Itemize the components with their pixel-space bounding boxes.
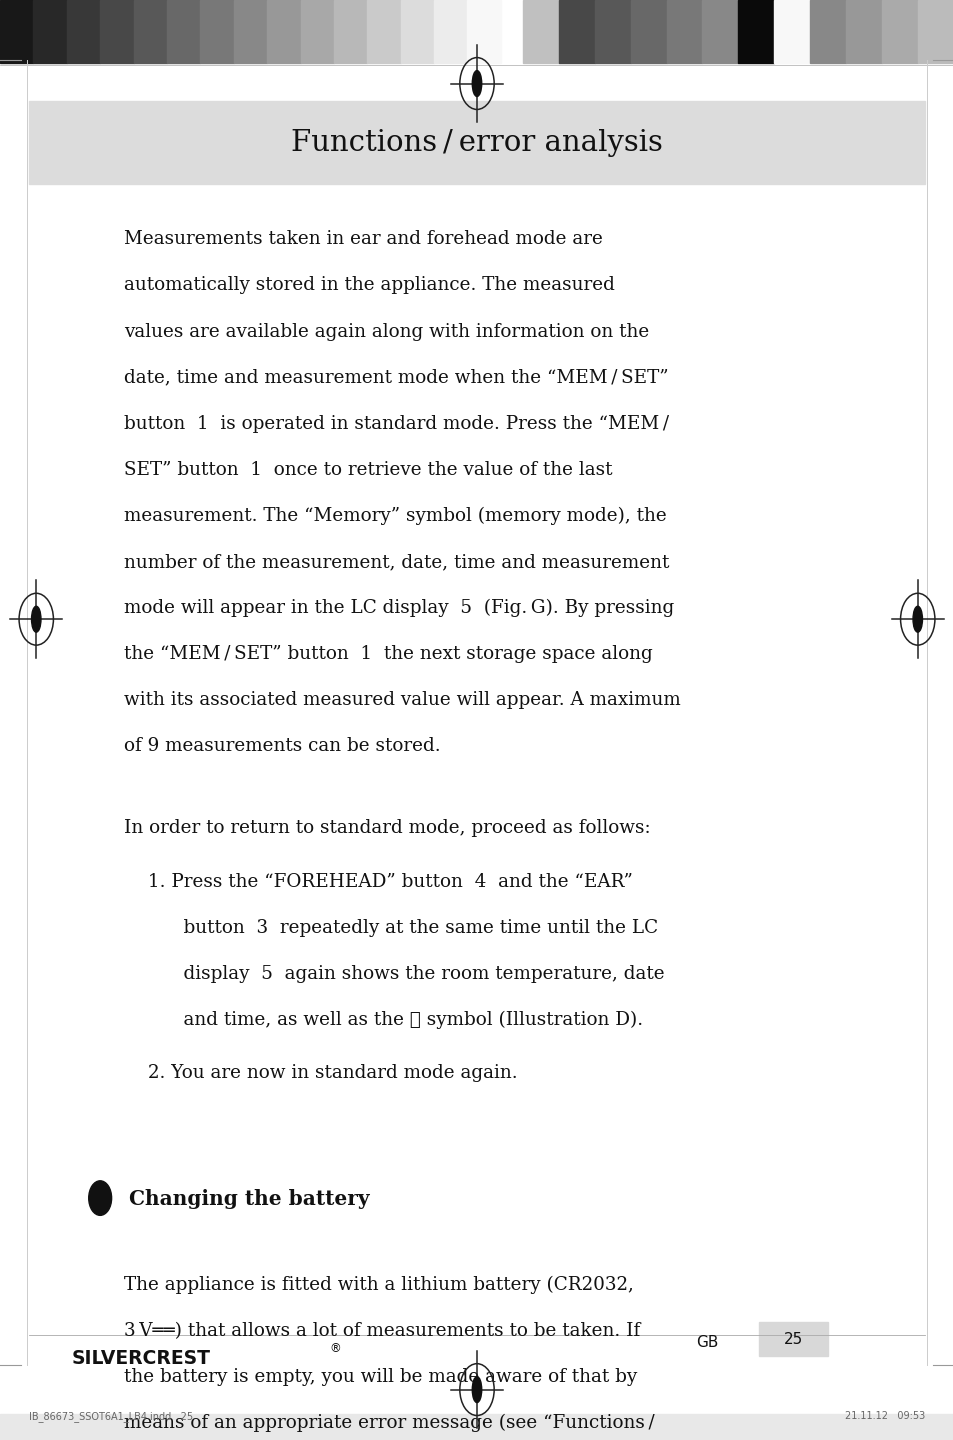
Bar <box>759 1322 827 1356</box>
Text: The appliance is fitted with a lithium battery (CR2032,: The appliance is fitted with a lithium b… <box>124 1276 633 1295</box>
Text: 1. Press the “FOREHEAD” button  4  and the “EAR”: 1. Press the “FOREHEAD” button 4 and the… <box>148 873 632 890</box>
Bar <box>334 0 367 62</box>
Text: display  5  again shows the room temperature, date: display 5 again shows the room temperatu… <box>160 965 664 984</box>
Text: In order to return to standard mode, proceed as follows:: In order to return to standard mode, pro… <box>124 819 650 838</box>
Text: 3 V══) that allows a lot of measurements to be taken. If: 3 V══) that allows a lot of measurements… <box>124 1322 639 1341</box>
Bar <box>29 101 924 184</box>
Text: of 9 measurements can be stored.: of 9 measurements can be stored. <box>124 737 440 755</box>
Bar <box>522 0 558 62</box>
Text: 21.11.12   09:53: 21.11.12 09:53 <box>844 1411 924 1421</box>
Bar <box>67 0 100 62</box>
Ellipse shape <box>31 606 41 632</box>
Bar <box>809 0 845 62</box>
Ellipse shape <box>472 1377 481 1403</box>
Bar <box>267 0 300 62</box>
Text: button  3  repeatedly at the same time until the LC: button 3 repeatedly at the same time unt… <box>160 919 658 937</box>
Text: the battery is empty, you will be made aware of that by: the battery is empty, you will be made a… <box>124 1368 637 1387</box>
Bar <box>133 0 167 62</box>
Text: automatically stored in the appliance. The measured: automatically stored in the appliance. T… <box>124 276 615 295</box>
Bar <box>100 0 133 62</box>
Ellipse shape <box>472 71 481 96</box>
Bar <box>167 0 200 62</box>
Text: SILVERCREST: SILVERCREST <box>71 1349 211 1368</box>
Circle shape <box>89 1181 112 1215</box>
Text: Functions / error analysis: Functions / error analysis <box>291 128 662 157</box>
Bar <box>630 0 666 62</box>
Text: Measurements taken in ear and forehead mode are: Measurements taken in ear and forehead m… <box>124 230 602 248</box>
Bar <box>400 0 434 62</box>
Text: mode will appear in the LC display  5  (Fig. G). By pressing: mode will appear in the LC display 5 (Fi… <box>124 599 674 618</box>
Bar <box>467 0 500 62</box>
Bar <box>738 0 774 62</box>
Text: GB: GB <box>696 1335 718 1349</box>
Text: Changing the battery: Changing the battery <box>129 1189 369 1210</box>
Bar <box>0 1414 953 1440</box>
Bar <box>200 0 233 62</box>
Text: 25: 25 <box>783 1332 802 1346</box>
Text: means of an appropriate error message (see “Functions /: means of an appropriate error message (s… <box>124 1414 654 1433</box>
Bar <box>701 0 738 62</box>
Bar <box>845 0 882 62</box>
Bar <box>233 0 267 62</box>
Bar <box>434 0 467 62</box>
Text: with its associated measured value will appear. A maximum: with its associated measured value will … <box>124 691 680 708</box>
Bar <box>300 0 334 62</box>
Bar <box>882 0 917 62</box>
Text: values are available again along with information on the: values are available again along with in… <box>124 323 649 340</box>
Bar <box>774 0 809 62</box>
Text: the “MEM / SET” button  1  the next storage space along: the “MEM / SET” button 1 the next storag… <box>124 645 652 662</box>
Text: measurement. The “Memory” symbol (memory mode), the: measurement. The “Memory” symbol (memory… <box>124 507 666 526</box>
Bar <box>917 0 953 62</box>
Text: number of the measurement, date, time and measurement: number of the measurement, date, time an… <box>124 553 669 570</box>
Text: 2. You are now in standard mode again.: 2. You are now in standard mode again. <box>148 1064 517 1083</box>
Text: button  1  is operated in standard mode. Press the “MEM /: button 1 is operated in standard mode. P… <box>124 415 668 432</box>
Bar <box>666 0 701 62</box>
Bar <box>558 0 594 62</box>
Text: and time, as well as the ✓ symbol (Illustration D).: and time, as well as the ✓ symbol (Illus… <box>160 1011 642 1030</box>
Ellipse shape <box>912 606 922 632</box>
Bar <box>594 0 630 62</box>
Text: IB_86673_SSOT6A1_LB4.indd   25: IB_86673_SSOT6A1_LB4.indd 25 <box>29 1411 193 1423</box>
Text: SET” button  1  once to retrieve the value of the last: SET” button 1 once to retrieve the value… <box>124 461 612 478</box>
Text: ®: ® <box>329 1342 340 1355</box>
Bar <box>367 0 400 62</box>
Text: date, time and measurement mode when the “MEM / SET”: date, time and measurement mode when the… <box>124 369 668 387</box>
Bar <box>33 0 67 62</box>
Bar <box>0 0 33 62</box>
